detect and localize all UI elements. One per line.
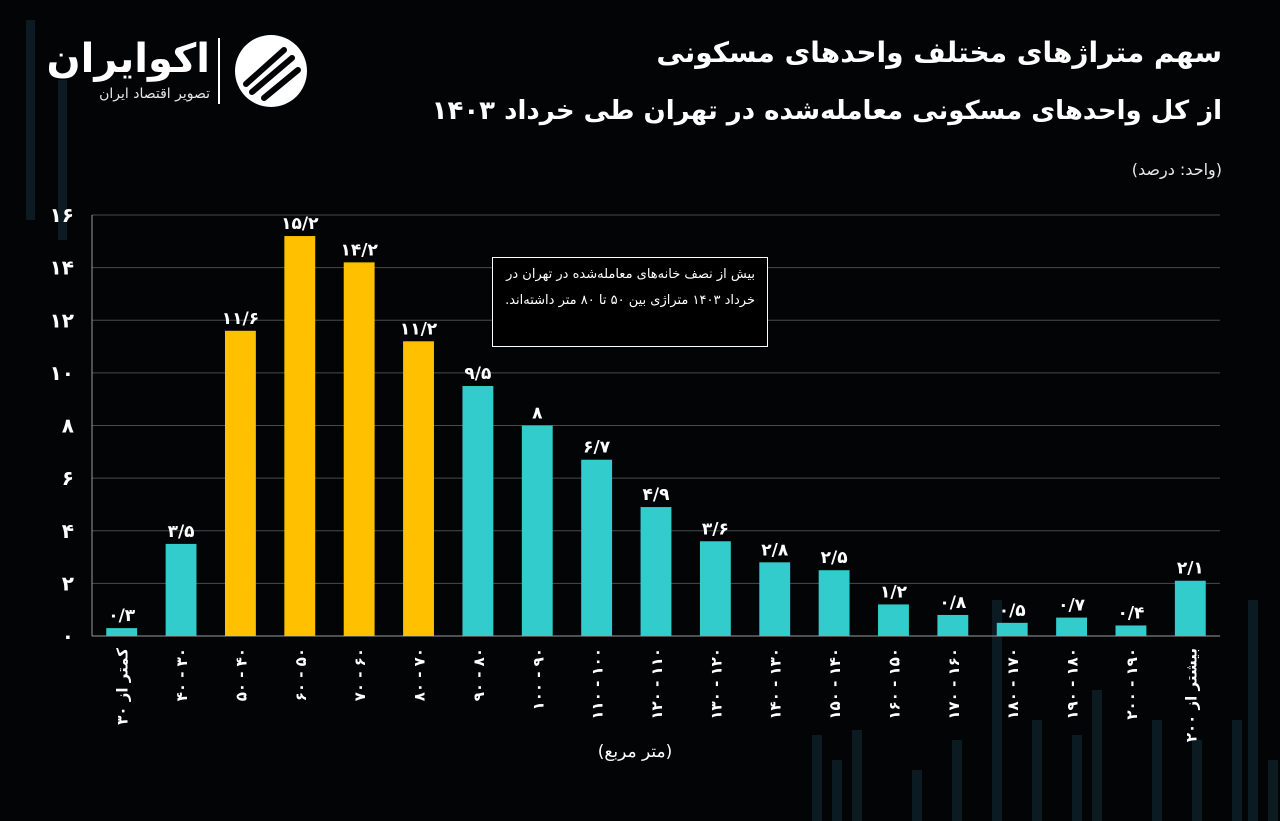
y-tick-label: ۱۲ [50,308,74,332]
bar [937,614,969,636]
logo-mark-icon [235,35,307,107]
bar [1174,580,1206,636]
bar [284,236,316,637]
bar [403,341,434,636]
x-tick-label: ۱۸۰ - ۱۹۰ [1064,648,1082,720]
bar-value-label: ۲/۵ [821,548,848,568]
bar-value-label: ۶/۷ [583,438,611,458]
logo-tagline: تصویر اقتصاد ایران [99,86,210,102]
bar [878,604,909,636]
bar-value-label: ۳/۵ [168,522,195,542]
bar-value-label: ۹/۵ [464,364,491,384]
bar-value-label: ۱/۲ [880,582,908,602]
y-tick-label: ۰ [62,624,74,648]
x-axis-title: (متر مربع) [597,742,673,762]
bar [106,628,138,636]
x-tick-label: بیشتر از ۲۰۰ [1182,648,1200,742]
bar-value-label: ۱۴/۲ [340,240,378,260]
x-tick-label: ۱۰۰ - ۱۱۰ [589,648,607,720]
x-tick-label: ۱۶۰ - ۱۷۰ [945,648,963,720]
bar-value-label: ۸ [532,404,543,424]
y-tick-label: ۴ [62,519,74,543]
brand-logo: اکوایران تصویر اقتصاد ایران [46,30,320,110]
bar-value-label: ۰/۳ [108,606,136,626]
x-tick-label: کمتر از ۳۰ [114,648,132,725]
bar-value-label: ۰/۸ [939,593,967,613]
bar [996,622,1028,636]
y-tick-label: ۶ [62,466,74,490]
bar [1115,625,1147,636]
x-tick-label: ۱۲۰ - ۱۳۰ [707,648,725,720]
bar-value-label: ۲/۱ [1177,559,1204,579]
y-tick-label: ۱۰ [50,361,74,385]
x-tick-label: ۵۰ - ۶۰ [292,648,310,701]
y-tick-label: ۱۶ [50,203,74,227]
annotation-box: بیش از نصف خانه‌های معامله‌شده در تهران … [492,257,768,347]
logo-divider [218,38,220,104]
chart-title: سهم متراژهای مختلف واحدهای مسکونی [656,36,1222,69]
bar [581,459,613,636]
bar-value-label: ۱۱/۶ [222,309,259,329]
bar [343,262,375,636]
chart-subtitle: از کل واحدهای مسکونی معامله‌شده در تهران… [431,96,1222,126]
bar [818,570,850,636]
bar [521,425,553,636]
bar [759,562,791,636]
y-tick-label: ۱۴ [50,256,74,280]
x-tick-label: ۳۰ - ۴۰ [173,648,191,701]
x-tick-label: ۱۵۰ - ۱۶۰ [885,648,903,720]
x-tick-label: ۱۳۰ - ۱۴۰ [767,648,785,720]
x-tick-label: ۴۰ - ۵۰ [232,648,250,701]
bar [224,330,256,636]
bar [699,541,731,636]
x-tick-label: ۹۰ - ۱۰۰ [529,648,547,710]
bar-value-label: ۰/۴ [1117,603,1144,623]
x-tick-label: ۱۴۰ - ۱۵۰ [826,648,844,720]
x-tick-label: ۷۰ - ۸۰ [411,648,429,701]
x-tick-label: ۶۰ - ۷۰ [351,648,369,701]
x-tick-label: ۸۰ - ۹۰ [470,648,488,701]
bar [165,543,197,636]
unit-label: (واحد: درصد) [1131,160,1222,179]
bar-value-label: ۰/۵ [999,601,1026,621]
logo-name: اکوایران [46,36,210,82]
bar-value-label: ۰/۷ [1058,596,1086,616]
bar-value-label: ۱۱/۲ [400,319,438,339]
bar-value-label: ۱۵/۲ [281,214,319,234]
y-tick-label: ۲ [62,571,74,595]
bar [1056,617,1088,636]
bar-value-label: ۲/۸ [761,540,789,560]
bar [462,386,494,636]
x-tick-label: ۱۱۰ - ۱۲۰ [648,648,666,720]
x-tick-label: ۱۹۰ - ۲۰۰ [1123,648,1141,720]
bar-value-label: ۳/۶ [702,519,729,539]
x-tick-label: ۱۷۰ - ۱۸۰ [1004,648,1022,720]
bar [640,507,672,636]
y-tick-label: ۸ [62,414,74,438]
bar-value-label: ۴/۹ [643,485,671,505]
